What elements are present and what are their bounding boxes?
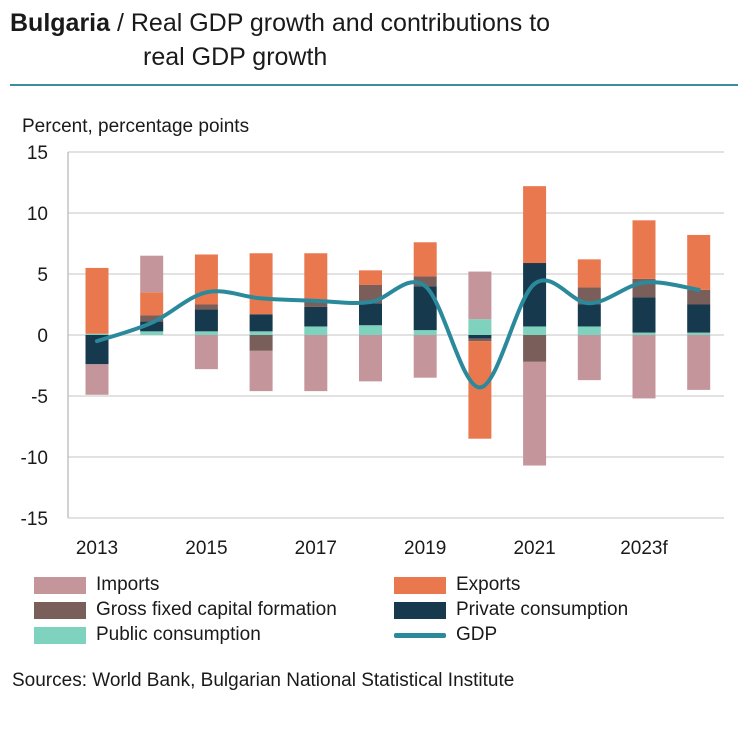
- bar-exports: [413, 242, 437, 277]
- legend-swatch-gdp: [394, 632, 446, 638]
- bar-gfcf: [304, 302, 328, 307]
- bar-public: [194, 331, 218, 335]
- bar-public: [85, 333, 109, 335]
- bar-public: [359, 325, 382, 335]
- legend-item-public: Public consumption: [34, 623, 261, 647]
- source-note: Sources: World Bank, Bulgarian National …: [12, 670, 515, 691]
- legend-label-imports: Imports: [96, 574, 160, 595]
- y-tick-label: -15: [21, 509, 48, 530]
- bar-imports: [85, 364, 109, 395]
- bar-imports: [140, 255, 164, 293]
- y-tick-label: 0: [37, 326, 48, 347]
- legend-swatch-imports: [34, 576, 86, 594]
- bar-private: [249, 314, 273, 332]
- title-line2: real GDP growth: [143, 43, 328, 71]
- bar-private: [140, 321, 164, 332]
- y-tick-label: 5: [37, 265, 48, 286]
- bar-imports: [304, 335, 328, 392]
- legend-label-gfcf: Gross fixed capital formation: [96, 599, 337, 620]
- x-tick-label: 2017: [295, 538, 337, 559]
- legend-item-gdp: GDP: [394, 623, 497, 647]
- x-tick-label: 2019: [404, 538, 446, 559]
- bar-imports: [468, 271, 492, 320]
- y-axis-unit-label: Percent, percentage points: [22, 116, 250, 137]
- title-separator: /: [110, 9, 131, 37]
- gdp-line: [95, 278, 701, 390]
- legend-item-gfcf: Gross fixed capital formation: [34, 598, 337, 622]
- title-divider: [10, 84, 738, 86]
- chart-title: Bulgaria / Real GDP growth and contribut…: [10, 6, 740, 74]
- bar-gfcf: [687, 289, 711, 305]
- bar-public: [577, 326, 601, 335]
- bar-private: [194, 309, 218, 332]
- legend-item-imports: Imports: [34, 573, 159, 597]
- legend-label-exports: Exports: [456, 574, 521, 595]
- bar-exports: [140, 292, 164, 316]
- bar-public: [523, 326, 547, 335]
- bar-exports: [687, 234, 711, 290]
- bar-public: [632, 332, 656, 335]
- bar-imports: [194, 335, 218, 370]
- bar-exports: [85, 267, 109, 334]
- legend-swatch-gfcf: [34, 601, 86, 619]
- bar-exports: [523, 186, 547, 264]
- y-tick-label: 15: [27, 143, 48, 164]
- bar-private: [687, 304, 711, 333]
- bar-public: [304, 326, 328, 335]
- bar-public: [249, 331, 273, 335]
- bar-imports: [359, 335, 382, 382]
- x-tick-label: 2015: [185, 538, 227, 559]
- bar-exports: [359, 270, 382, 285]
- bar-private: [632, 297, 656, 333]
- y-tick-label: 10: [27, 204, 48, 225]
- bar-exports: [304, 253, 328, 303]
- legend-label-gdp: GDP: [456, 624, 498, 645]
- bar-imports: [577, 335, 601, 381]
- bar-public: [687, 332, 711, 335]
- bar-exports: [249, 253, 273, 315]
- legend-swatch-exports: [394, 576, 446, 594]
- bar-private: [577, 304, 601, 327]
- bar-private: [413, 286, 437, 331]
- legend-item-private: Private consumption: [394, 598, 628, 622]
- x-tick-label: 2013: [76, 538, 118, 559]
- legend-item-exports: Exports: [394, 573, 520, 597]
- bar-gfcf: [249, 335, 273, 351]
- bar-gfcf: [194, 304, 218, 310]
- bar-gfcf: [140, 315, 164, 322]
- bar-imports: [249, 350, 273, 392]
- bar-imports: [413, 335, 437, 378]
- bar-public: [140, 331, 164, 335]
- bar-private: [85, 335, 109, 365]
- bar-exports: [632, 220, 656, 279]
- y-tick-label: -10: [21, 448, 48, 469]
- bar-gfcf: [468, 338, 492, 342]
- gdp-contributions-chart: 15 10 5 0 -5 -10 -15 2013 2015 2017 2019 2021 2023f: [21, 143, 724, 559]
- x-tick-label: 2023f: [620, 538, 668, 559]
- bar-exports: [468, 341, 492, 439]
- bar-gfcf: [413, 276, 437, 287]
- title-line1: Real GDP growth and contributions to: [130, 9, 551, 37]
- bar-private: [304, 306, 328, 327]
- bar-imports: [687, 335, 711, 390]
- bar-imports: [523, 361, 547, 466]
- legend-label-public: Public consumption: [96, 624, 261, 645]
- bar-private: [468, 335, 492, 339]
- x-tick-label: 2021: [513, 538, 555, 559]
- y-tick-label: -5: [31, 387, 48, 408]
- bar-gfcf: [523, 335, 547, 362]
- legend-label-private: Private consumption: [456, 599, 629, 620]
- bar-imports: [632, 335, 656, 399]
- legend-swatch-public: [34, 626, 86, 644]
- title-country: Bulgaria: [10, 9, 111, 37]
- legend-swatch-private: [394, 601, 446, 619]
- bar-private: [359, 303, 382, 326]
- bar-public: [468, 319, 492, 335]
- bar-exports: [577, 259, 601, 288]
- bar-public: [413, 330, 437, 335]
